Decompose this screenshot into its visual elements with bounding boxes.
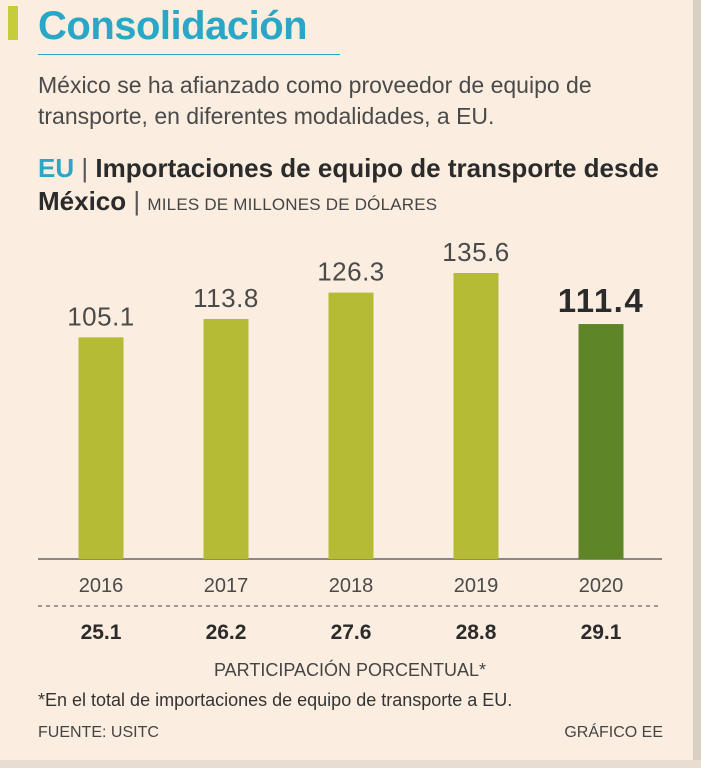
bar-chart: 105.1 2016 25.1 113.8 2017 26.2 126.3 2018 27.6 1… bbox=[38, 237, 662, 680]
chart-units: MILES DE MILLONES DE DÓLARES bbox=[147, 195, 438, 214]
title-accent-bar bbox=[8, 6, 18, 40]
share-axis-label: PARTICIPACIÓN PORCENTUAL* bbox=[214, 659, 486, 680]
share-value-2017: 26.2 bbox=[206, 621, 247, 644]
frame-bottom-border bbox=[0, 760, 701, 768]
bar-value-label-2016: 105.1 bbox=[67, 301, 135, 331]
x-tick-label-2020: 2020 bbox=[579, 575, 624, 597]
share-value-2018: 27.6 bbox=[331, 621, 372, 644]
bar-2020 bbox=[578, 324, 624, 559]
graphic-credit: GRÁFICO EE bbox=[564, 724, 663, 741]
chart-country: EU bbox=[38, 153, 75, 183]
chart-title: Importaciones de equipo de transporte de… bbox=[38, 153, 659, 216]
bar-value-label-2020: 111.4 bbox=[558, 282, 644, 319]
title-underline bbox=[38, 54, 340, 55]
footnote: *En el total de importaciones de equipo … bbox=[38, 690, 513, 710]
share-value-2016: 25.1 bbox=[81, 621, 122, 644]
bar-2019 bbox=[453, 273, 499, 559]
x-tick-label-2016: 2016 bbox=[79, 575, 124, 597]
share-value-2019: 28.8 bbox=[456, 621, 497, 644]
chart-heading-separator-2: | bbox=[133, 186, 141, 216]
source-label: FUENTE: USITC bbox=[38, 724, 159, 741]
bar-2016 bbox=[78, 337, 124, 559]
x-tick-label-2019: 2019 bbox=[454, 575, 499, 597]
share-value-2020: 29.1 bbox=[581, 621, 622, 644]
bar-value-label-2019: 135.6 bbox=[442, 237, 510, 267]
page-title: Consolidación bbox=[38, 4, 308, 48]
bar-value-label-2017: 113.8 bbox=[193, 283, 259, 313]
bar-2018 bbox=[328, 292, 374, 559]
x-tick-label-2017: 2017 bbox=[204, 575, 249, 597]
frame-right-border bbox=[693, 0, 701, 768]
x-tick-label-2018: 2018 bbox=[329, 575, 374, 597]
bar-2017 bbox=[203, 318, 249, 559]
page-subtitle: México se ha afianzado como proveedor de… bbox=[38, 72, 592, 129]
chart-heading-separator: | bbox=[81, 153, 89, 183]
bar-value-label-2018: 126.3 bbox=[317, 257, 385, 287]
chart-heading: EU | Importaciones de equipo de transpor… bbox=[38, 152, 678, 221]
